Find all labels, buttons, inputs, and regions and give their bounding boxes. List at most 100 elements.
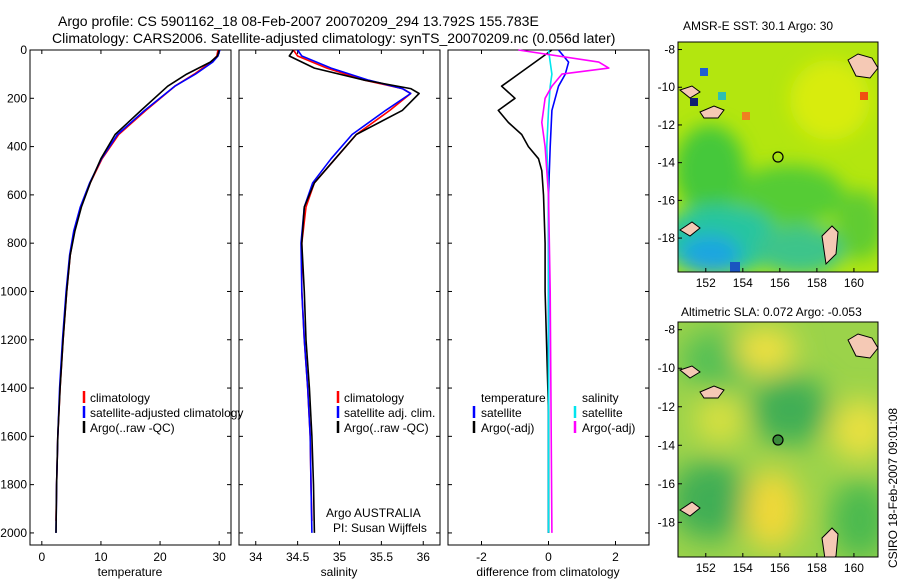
x-tick-label: 0 [545, 550, 552, 564]
legend-heading-temperature: temperature [481, 391, 546, 405]
series-line-argo-raw-qc [55, 49, 220, 533]
salinity-panel-frame [238, 49, 441, 546]
credit-institution: Argo AUSTRALIA [326, 506, 421, 520]
difference-legend: temperature satellite Argo(-adj) salinit… [472, 391, 635, 435]
sla-high-patch [735, 328, 795, 372]
x-tick-label: 35.5 [370, 550, 394, 564]
y-tick-label: 1200 [0, 333, 27, 347]
sst-green-patch [835, 190, 878, 260]
lat-tick-label: -12 [658, 118, 676, 132]
y-tick-label: 600 [7, 188, 27, 202]
lon-tick-label: 154 [733, 561, 753, 575]
sst-map-ticks: 152 154 156 158 160 -8 -10 -12 -14 -16 -18 [658, 43, 865, 290]
lon-tick-label: 156 [770, 561, 790, 575]
sla-high-patch [830, 400, 878, 460]
x-tick-label: 30 [212, 550, 226, 564]
lat-tick-label: -18 [658, 515, 676, 529]
sst-pixel [700, 68, 708, 76]
figure-title-line2: Climatology: CARS2006. Satellite-adjuste… [52, 30, 615, 46]
lat-tick-label: -8 [664, 323, 675, 337]
legend-heading-salinity: salinity [582, 391, 619, 405]
sst-map-frame [677, 41, 879, 273]
coastline [678, 53, 878, 266]
sla-low-patch [750, 375, 830, 445]
legend-label-temp-argo: Argo(-adj) [481, 421, 534, 435]
difference-axis-label: difference from climatology [476, 565, 619, 579]
lat-tick-label: -12 [658, 400, 676, 414]
legend-label-climatology: climatology [90, 391, 150, 405]
y-tick-label: 2000 [0, 526, 27, 540]
sst-map-title: AMSR-E SST: 30.1 Argo: 30 [683, 19, 833, 33]
lon-tick-label: 160 [844, 276, 864, 290]
sst-pixel [742, 112, 750, 120]
lat-tick-label: -16 [658, 193, 676, 207]
lon-tick-label: 152 [696, 276, 716, 290]
lat-tick-label: -14 [658, 156, 676, 170]
lat-tick-label: -8 [664, 43, 675, 57]
sst-green-patch [678, 125, 745, 215]
sst-field-blobs [678, 60, 878, 272]
timestamp-stamp: CSIRO 18-Feb-2007 09:01:08 [886, 408, 900, 568]
credit-pi: PI: Susan Wijffels [333, 521, 427, 535]
y-tick-label: 1000 [0, 284, 27, 298]
sla-map-frame [677, 321, 879, 558]
sla-argo-marker [772, 434, 784, 446]
series-line-satellite-adjusted-climatology [55, 49, 221, 533]
lat-tick-label: -18 [658, 231, 676, 245]
temperature-axes: 0 200 400 600 800 1000 1200 1400 1600 1800 2000 0 10… [0, 43, 231, 564]
sla-low-patch [830, 480, 878, 557]
x-tick-label: 34 [249, 550, 263, 564]
temperature-axis-label: temperature [98, 565, 163, 579]
sst-argo-marker [772, 151, 784, 163]
lat-tick-label: -14 [658, 438, 676, 452]
sst-pixel [718, 92, 726, 100]
lon-tick-label: 156 [770, 276, 790, 290]
difference-axes: -2 0 2 [448, 49, 649, 564]
series-line-salinity-argo-adj [518, 49, 610, 533]
series-line-temperature-argo-adj [497, 49, 553, 533]
y-tick-label: 400 [7, 140, 27, 154]
x-tick-label: 0 [38, 550, 45, 564]
lon-tick-label: 152 [696, 561, 716, 575]
x-tick-label: 36 [417, 550, 431, 564]
sla-map-title: Altimetric SLA: 0.072 Argo: -0.053 [681, 305, 862, 319]
x-tick-label: 35 [333, 550, 347, 564]
lon-tick-label: 154 [733, 276, 753, 290]
lat-tick-label: -16 [658, 477, 676, 491]
x-tick-label: 10 [94, 550, 108, 564]
y-tick-label: 800 [7, 236, 27, 250]
y-tick-label: 1400 [0, 381, 27, 395]
sst-green-patch [735, 165, 845, 225]
series-line-argo-raw-qc [288, 49, 420, 533]
sla-field-blobs [678, 328, 878, 557]
y-tick-label: 1600 [0, 429, 27, 443]
sst-warm-patch [790, 60, 870, 140]
lat-tick-label: -10 [658, 80, 676, 94]
legend-label-temp-satellite: satellite [481, 406, 522, 420]
sst-pixel [690, 98, 698, 106]
sla-map-ticks: 152 154 156 158 160 -8 -10 -12 -14 -16 -18 [658, 323, 865, 575]
series-line-climatology [55, 49, 219, 521]
lon-tick-label: 158 [807, 276, 827, 290]
lon-tick-label: 158 [807, 561, 827, 575]
y-tick-label: 1800 [0, 478, 27, 492]
x-tick-label: -2 [476, 550, 487, 564]
salinity-legend: climatology satellite adj. clim. Argo(..… [336, 391, 435, 435]
y-tick-label: 0 [20, 43, 27, 57]
x-tick-label: 20 [153, 550, 167, 564]
lat-tick-label: -10 [658, 361, 676, 375]
sla-low-patch [678, 460, 750, 540]
salinity-axes: 34 34.5 35 35.5 36 [239, 49, 440, 564]
legend-label-satellite: satellite adj. clim. [344, 406, 435, 420]
salinity-axis-label: salinity [321, 565, 358, 579]
y-tick-label: 200 [7, 91, 27, 105]
legend-label-salt-argo: Argo(-adj) [582, 421, 635, 435]
legend-label-satellite: satellite-adjusted climatology [90, 406, 243, 420]
sst-map [678, 42, 878, 272]
temperature-panel-frame [29, 49, 232, 546]
sla-high-patch [744, 470, 800, 550]
x-tick-label: 2 [612, 550, 619, 564]
sst-cold-patch [680, 235, 740, 272]
series-line-satellite-adj-clim [296, 49, 412, 533]
x-tick-label: 34.5 [286, 550, 310, 564]
